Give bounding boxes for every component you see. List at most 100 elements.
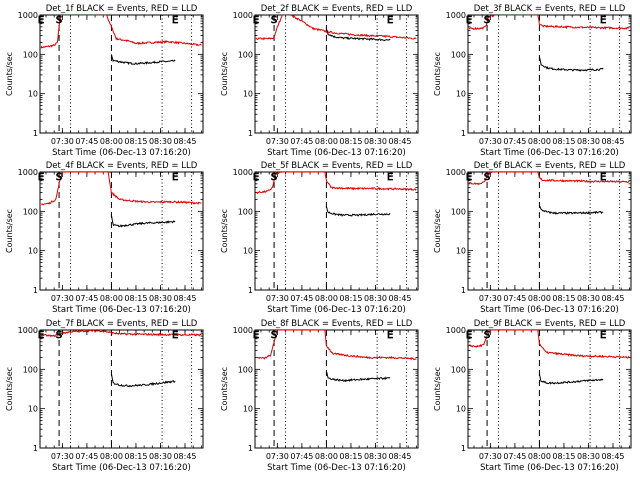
- chart-panel-det-2f: Det_2f BLACK = Events, RED = LLD 1 10 100 10…: [220, 4, 419, 158]
- marker-label-s: S: [271, 172, 277, 183]
- x-tick-label: 08:00: [528, 294, 551, 303]
- chart-title: Det_7f BLACK = Events, RED = LLD: [46, 319, 198, 329]
- series-line-lld: [40, 15, 202, 49]
- x-tick-label: 07:30: [266, 452, 289, 461]
- x-tick-label: 08:15: [552, 137, 575, 146]
- y-tick-label: 10: [456, 405, 466, 414]
- y-tick-label: 1000: [233, 326, 253, 335]
- x-tick-label: 08:30: [364, 137, 387, 146]
- x-tick-label: 07:45: [503, 452, 526, 461]
- chart-title: Det_1f BLACK = Events, RED = LLD: [46, 4, 198, 14]
- y-tick-label: 1: [33, 444, 38, 453]
- chart-panel-det-8f: Det_8f BLACK = Events, RED = LLD 1 10 100 10…: [220, 319, 419, 473]
- chart-title: Det_4f BLACK = Events, RED = LLD: [46, 161, 198, 171]
- marker-label-s: S: [271, 330, 277, 341]
- marker-label-s: S: [484, 172, 490, 183]
- series-line-lld: [255, 330, 417, 361]
- y-tick-label: 1: [248, 129, 253, 138]
- y-tick-label: 1: [33, 129, 38, 138]
- x-tick-label: 07:30: [266, 137, 289, 146]
- x-tick-label: 08:45: [601, 137, 624, 146]
- x-tick-label: 07:30: [479, 137, 502, 146]
- series-line-events: [325, 371, 391, 383]
- y-tick-label: 1000: [446, 326, 466, 335]
- marker-label-e: E: [38, 172, 44, 183]
- y-tick-label: 1000: [446, 11, 466, 20]
- x-tick-label: 07:45: [503, 294, 526, 303]
- y-tick-label: 1: [461, 286, 466, 295]
- y-tick-label: 10: [243, 90, 253, 99]
- x-tick-label: 07:30: [51, 294, 74, 303]
- y-axis-label: Counts/sec: [5, 52, 14, 96]
- marker-label-s: S: [271, 15, 277, 26]
- marker-label-e: E: [600, 15, 606, 26]
- marker-label-e: E: [253, 172, 259, 183]
- x-tick-label: 08:45: [388, 452, 411, 461]
- plot-frame: [254, 171, 419, 291]
- marker-label-s: S: [56, 172, 62, 183]
- x-tick-label: 08:45: [173, 294, 196, 303]
- x-axis-label: Start Time (06-Dec-13 07:16:20): [480, 305, 619, 315]
- marker-label-e: E: [253, 330, 259, 341]
- x-tick-label: 08:45: [601, 294, 624, 303]
- marker-label-s: S: [484, 330, 490, 341]
- series-line-events: [110, 373, 176, 388]
- y-tick-label: 100: [23, 207, 38, 216]
- y-tick-label: 10: [456, 247, 466, 256]
- chart-title: Det_5f BLACK = Events, RED = LLD: [261, 161, 413, 171]
- x-tick-label: 08:15: [124, 452, 147, 461]
- marker-label-e: E: [253, 15, 259, 26]
- series-line-lld: [255, 172, 417, 194]
- x-tick-label: 07:45: [290, 137, 313, 146]
- x-tick-label: 08:15: [552, 452, 575, 461]
- marker-label-e: E: [387, 330, 393, 341]
- plot-frame: [467, 171, 632, 291]
- plot-frame: [467, 329, 632, 449]
- marker-label-e: E: [387, 172, 393, 183]
- x-tick-label: 07:30: [51, 137, 74, 146]
- plot-frame: [254, 329, 419, 449]
- plot-area: [40, 330, 202, 388]
- marker-label-e: E: [387, 15, 393, 26]
- plot-area: [469, 330, 630, 385]
- x-tick-label: 07:30: [479, 452, 502, 461]
- y-tick-label: 1: [461, 129, 466, 138]
- x-tick-label: 08:00: [100, 452, 123, 461]
- chart-panel-det-3f: Det_3f BLACK = Events, RED = LLD 1 10 100 10…: [433, 4, 632, 158]
- y-axis-label: Counts/sec: [220, 209, 229, 253]
- x-tick-label: 08:15: [339, 137, 362, 146]
- x-tick-label: 07:45: [75, 137, 98, 146]
- marker-label-e: E: [466, 172, 472, 183]
- x-tick-label: 07:45: [75, 294, 98, 303]
- x-axis-label: Start Time (06-Dec-13 07:16:20): [267, 463, 406, 473]
- plot-area: [255, 330, 417, 383]
- y-tick-label: 1: [461, 444, 466, 453]
- chart-panel-det-4f: Det_4f BLACK = Events, RED = LLD 1 10 100 10…: [5, 161, 204, 315]
- plot-area: [468, 172, 630, 215]
- x-tick-label: 08:00: [315, 294, 338, 303]
- x-tick-label: 08:15: [124, 137, 147, 146]
- y-axis-label: Counts/sec: [433, 52, 442, 96]
- marker-label-s: S: [56, 330, 62, 341]
- marker-label-e: E: [600, 172, 606, 183]
- plot-area: [40, 15, 202, 66]
- series-line-events: [110, 54, 176, 66]
- y-tick-label: 100: [238, 207, 253, 216]
- x-axis-label: Start Time (06-Dec-13 07:16:20): [267, 148, 406, 158]
- chart-panel-det-9f: Det_9f BLACK = Events, RED = LLD 1 10 100 10…: [433, 319, 632, 473]
- x-tick-label: 07:45: [290, 294, 313, 303]
- y-tick-label: 10: [28, 405, 38, 414]
- x-tick-label: 08:30: [364, 452, 387, 461]
- x-tick-label: 08:00: [528, 452, 551, 461]
- x-tick-label: 08:30: [577, 294, 600, 303]
- y-tick-label: 10: [243, 405, 253, 414]
- plot-frame: [254, 14, 419, 134]
- x-tick-label: 08:30: [149, 294, 172, 303]
- series-line-lld: [255, 15, 417, 41]
- y-tick-label: 10: [243, 247, 253, 256]
- series-line-lld: [469, 330, 630, 359]
- y-axis-label: Counts/sec: [220, 367, 229, 411]
- marker-label-s: S: [484, 15, 490, 26]
- series-line-events: [538, 56, 604, 72]
- x-tick-label: 07:30: [479, 294, 502, 303]
